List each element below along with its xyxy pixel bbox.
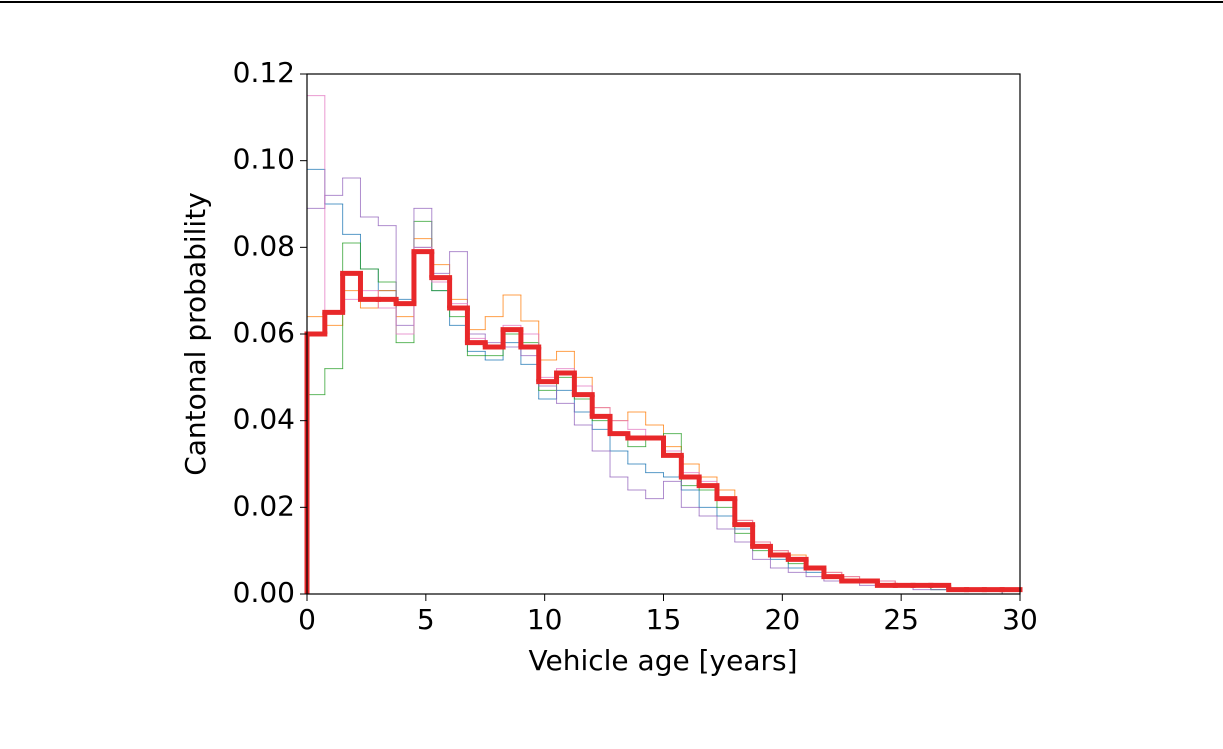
x-axis-label: Vehicle age [years]: [529, 644, 798, 677]
x-tick-label: 10: [527, 603, 563, 636]
y-tick-label: 0.02: [233, 489, 295, 522]
y-tick-label: 0.04: [233, 403, 295, 436]
series: [306, 177, 1021, 595]
x-tick-label: 20: [765, 603, 801, 636]
x-tick-label: 30: [1002, 603, 1038, 636]
x-tick-label: 15: [646, 603, 682, 636]
series: [304, 249, 1023, 594]
x-tick-label: 5: [417, 603, 435, 636]
y-tick-label: 0.00: [233, 576, 295, 609]
x-tick-label: 0: [298, 603, 316, 636]
series: [306, 95, 1021, 594]
plot-area: [304, 95, 1023, 595]
y-tick-label: 0.10: [233, 143, 295, 176]
y-tick-label: 0.08: [233, 229, 295, 262]
x-tick-label: 25: [883, 603, 919, 636]
y-tick-label: 0.06: [233, 316, 295, 349]
y-tick-label: 0.12: [233, 56, 295, 89]
y-axis-label: Cantonal probability: [179, 192, 212, 476]
